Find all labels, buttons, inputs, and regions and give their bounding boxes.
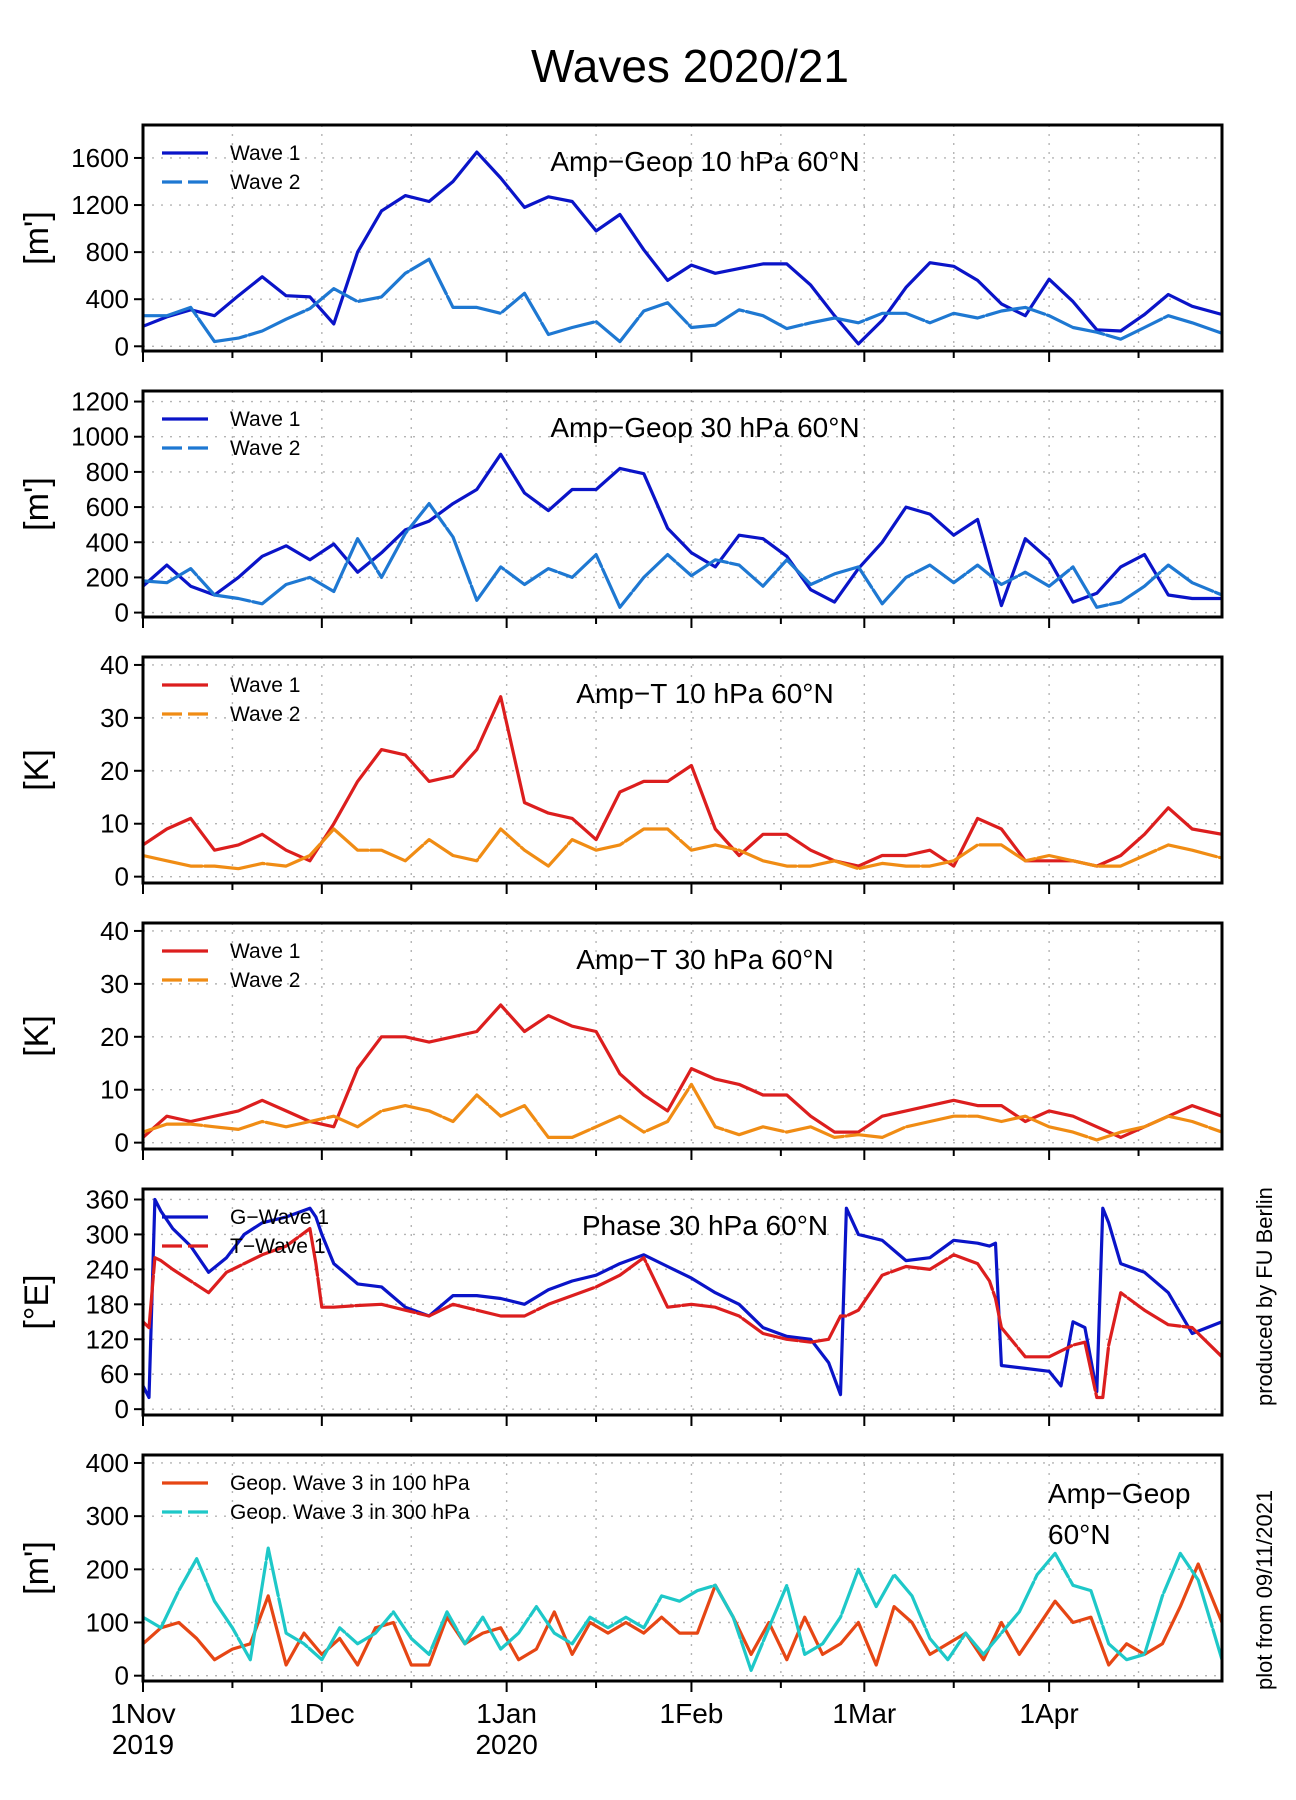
x-tick-year-label: 2019 bbox=[112, 1729, 174, 1760]
series-line-2 bbox=[143, 1546, 1222, 1673]
series-line-2 bbox=[143, 502, 1222, 609]
series-line-2 bbox=[143, 1226, 1222, 1400]
panel-5: 0 60 120 180 240 300 360 [°E] Phase 30 hPa 60°N G… bbox=[18, 1184, 1224, 1426]
y-tick-label: 1000 bbox=[71, 422, 129, 452]
y-tick-label: 1600 bbox=[71, 143, 129, 173]
panel-title: Amp−Geop bbox=[1048, 1478, 1190, 1509]
series-line-2 bbox=[143, 827, 1222, 871]
series-line-1 bbox=[143, 1003, 1222, 1140]
y-axis-label: [m'] bbox=[18, 211, 56, 265]
y-tick-label: 100 bbox=[86, 1608, 129, 1638]
legend-label: Wave 2 bbox=[230, 171, 300, 194]
x-tick-label: 1Feb bbox=[660, 1698, 724, 1729]
panel-title: Amp−Geop 10 hPa 60°N bbox=[550, 146, 859, 177]
x-tick-label: 1Jan bbox=[476, 1698, 537, 1729]
y-tick-label: 0 bbox=[115, 862, 129, 892]
y-axis-label: [m'] bbox=[18, 477, 56, 531]
legend-label: G−Wave 1 bbox=[230, 1206, 329, 1229]
y-tick-label: 60 bbox=[100, 1359, 129, 1389]
y-tick-label: 300 bbox=[86, 1219, 129, 1249]
legend-label: Wave 1 bbox=[230, 408, 300, 431]
credit-label: produced by FU Berlin bbox=[1252, 1187, 1277, 1406]
series-line-1 bbox=[143, 452, 1222, 608]
legend-label: Wave 2 bbox=[230, 969, 300, 992]
plot-frame bbox=[141, 1187, 1224, 1417]
y-axis-label: [°E] bbox=[18, 1274, 56, 1329]
plot-frame bbox=[141, 389, 1224, 619]
panel-subtitle: 60°N bbox=[1048, 1519, 1111, 1550]
y-tick-label: 800 bbox=[86, 457, 129, 487]
series-line-2 bbox=[143, 1082, 1222, 1142]
y-tick-label: 180 bbox=[86, 1289, 129, 1319]
y-tick-label: 0 bbox=[115, 1128, 129, 1158]
y-tick-label: 0 bbox=[115, 331, 129, 361]
legend-label: T−Wave 1 bbox=[230, 1235, 326, 1258]
panel-1: 0 400 800 1200 1600 [m'] Amp−Geop 10 hPa 60°N W… bbox=[18, 123, 1224, 362]
y-tick-label: 30 bbox=[100, 703, 129, 733]
figure-title: Waves 2020/21 bbox=[531, 40, 849, 92]
x-tick-label: 1Nov bbox=[110, 1698, 175, 1729]
panel-title: Phase 30 hPa 60°N bbox=[582, 1210, 828, 1241]
y-tick-label: 0 bbox=[115, 1394, 129, 1424]
legend-label: Wave 1 bbox=[230, 940, 300, 963]
y-tick-label: 600 bbox=[86, 492, 129, 522]
y-tick-label: 40 bbox=[100, 650, 129, 680]
y-tick-label: 300 bbox=[86, 1501, 129, 1531]
plot-frame bbox=[141, 1453, 1224, 1683]
y-tick-label: 20 bbox=[100, 1022, 129, 1052]
y-axis-label: [m'] bbox=[18, 1541, 56, 1595]
y-tick-label: 40 bbox=[100, 916, 129, 946]
y-tick-label: 400 bbox=[86, 1448, 129, 1478]
x-tick-label: 1Apr bbox=[1020, 1698, 1079, 1729]
legend-label: Geop. Wave 3 in 100 hPa bbox=[230, 1472, 470, 1495]
y-tick-label: 10 bbox=[100, 1075, 129, 1105]
y-tick-label: 120 bbox=[86, 1324, 129, 1354]
panel-3: 0 10 20 30 40 [K] Amp−T 10 hPa 60°N Wave 1 Wave … bbox=[18, 650, 1224, 894]
panel-title: Amp−T 10 hPa 60°N bbox=[576, 678, 833, 709]
series-line-2 bbox=[143, 257, 1222, 344]
y-tick-label: 360 bbox=[86, 1184, 129, 1214]
panel-6: 0 100 200 300 400 [m'] Amp−Geop 60°N Geop. Wave … bbox=[18, 1448, 1224, 1692]
series-line-1 bbox=[143, 1562, 1222, 1667]
series-line-1 bbox=[143, 150, 1222, 346]
y-tick-label: 800 bbox=[86, 237, 129, 267]
panel-2: 0 200 400 600 800 1000 1200 [m'] Amp−Geop 30 hPa… bbox=[18, 387, 1224, 628]
legend-label: Wave 2 bbox=[230, 437, 300, 460]
y-axis-label: [K] bbox=[18, 1015, 56, 1057]
y-tick-label: 200 bbox=[86, 562, 129, 592]
panel-title: Amp−T 30 hPa 60°N bbox=[576, 944, 833, 975]
y-tick-label: 10 bbox=[100, 809, 129, 839]
panel-title: Amp−Geop 30 hPa 60°N bbox=[550, 412, 859, 443]
legend-label: Geop. Wave 3 in 300 hPa bbox=[230, 1501, 470, 1524]
y-tick-label: 20 bbox=[100, 756, 129, 786]
y-axis-label: [K] bbox=[18, 749, 56, 791]
panel-4: 0 10 20 30 40 [K] Amp−T 30 hPa 60°N Wave 1 Wave … bbox=[18, 916, 1224, 1160]
y-tick-label: 30 bbox=[100, 969, 129, 999]
y-tick-label: 400 bbox=[86, 284, 129, 314]
y-tick-label: 1200 bbox=[71, 190, 129, 220]
y-tick-label: 400 bbox=[86, 527, 129, 557]
y-tick-label: 240 bbox=[86, 1254, 129, 1284]
legend-label: Wave 1 bbox=[230, 674, 300, 697]
y-tick-label: 1200 bbox=[71, 387, 129, 417]
plot-frame bbox=[141, 123, 1224, 353]
legend-label: Wave 1 bbox=[230, 142, 300, 165]
y-tick-label: 0 bbox=[115, 598, 129, 628]
series-line-1 bbox=[143, 1197, 1222, 1400]
y-tick-label: 0 bbox=[115, 1661, 129, 1691]
plot-date-label: plot from 09/11/2021 bbox=[1252, 1490, 1277, 1690]
y-tick-label: 200 bbox=[86, 1554, 129, 1584]
x-tick-year-label: 2020 bbox=[475, 1729, 537, 1760]
x-tick-label: 1Mar bbox=[832, 1698, 896, 1729]
x-tick-label: 1Dec bbox=[289, 1698, 354, 1729]
legend-label: Wave 2 bbox=[230, 703, 300, 726]
